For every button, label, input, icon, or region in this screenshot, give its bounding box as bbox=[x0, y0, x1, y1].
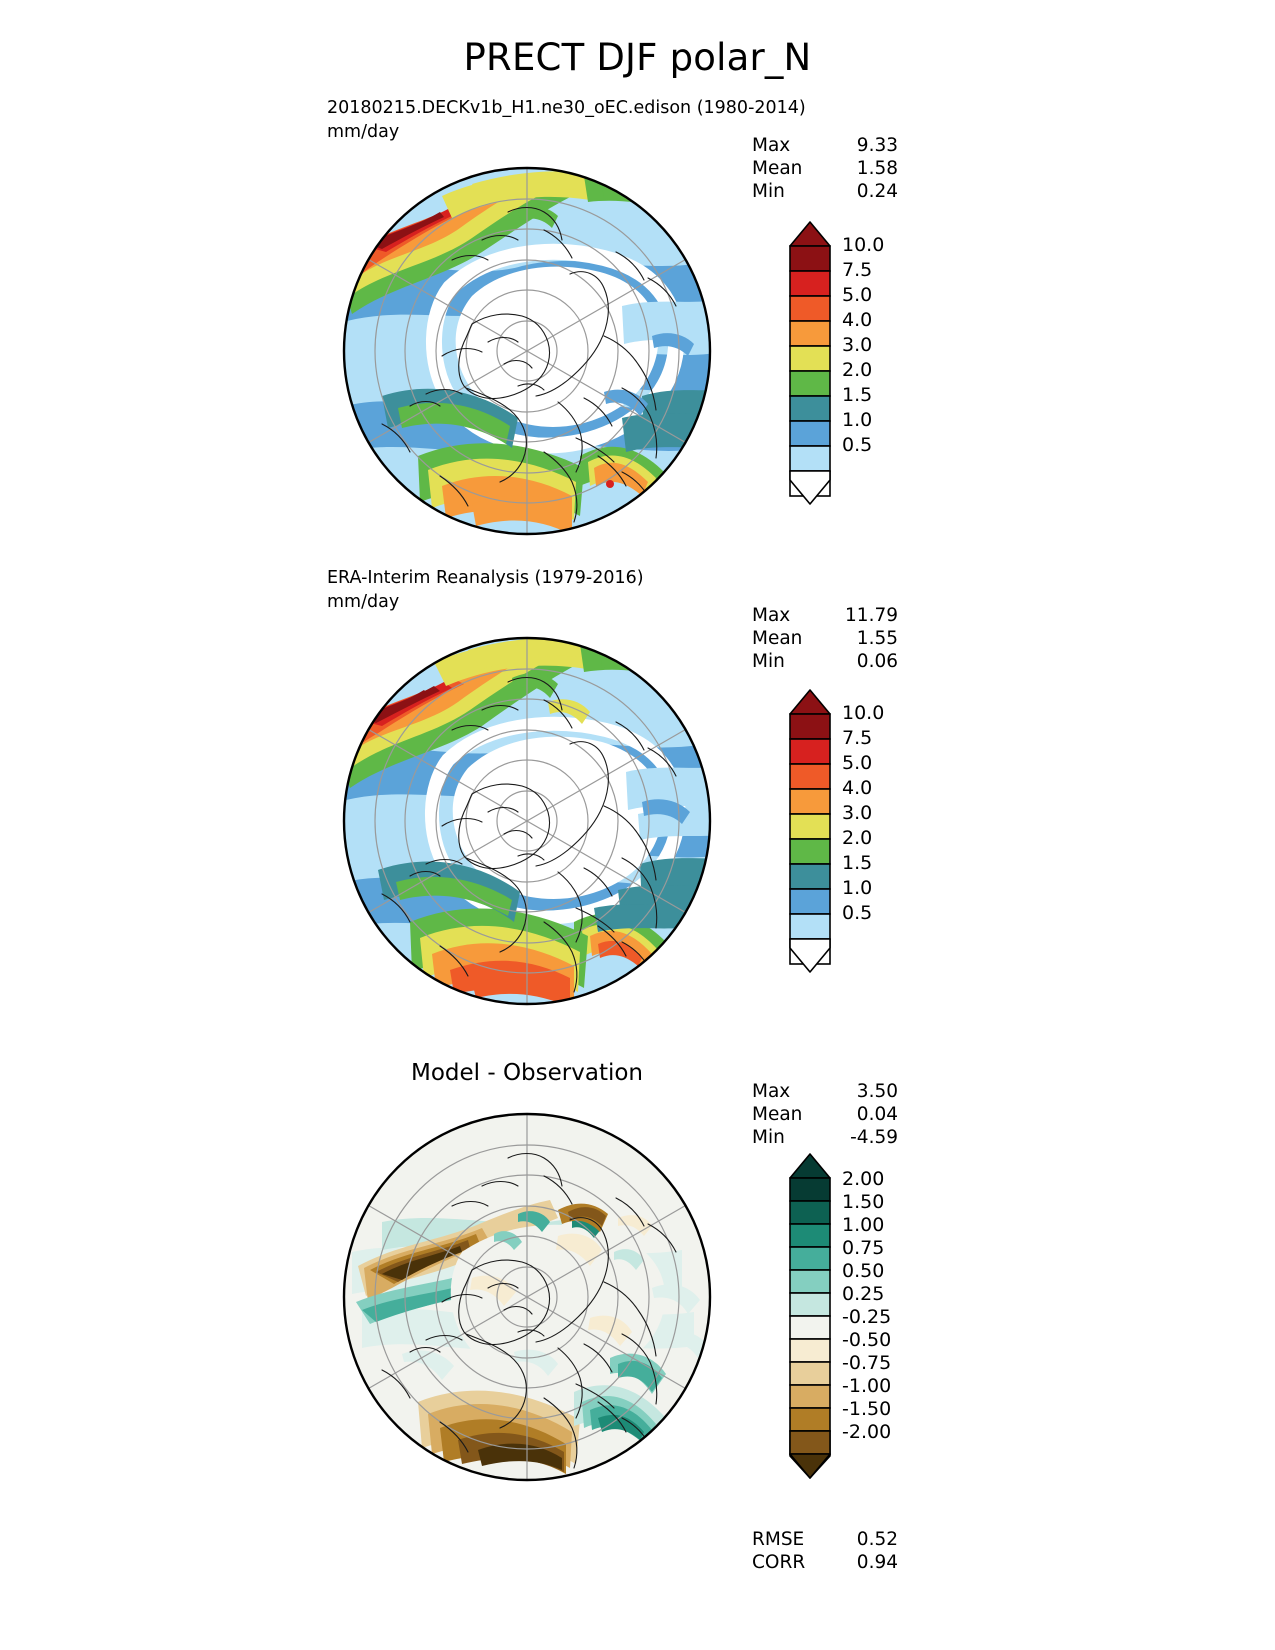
stat-row: CORR 0.94 bbox=[752, 1551, 898, 1574]
cbar-tick: 7.5 bbox=[842, 727, 873, 749]
stat-value: -4.59 bbox=[850, 1127, 898, 1148]
cbar-tick: 4.0 bbox=[842, 777, 873, 799]
polar-map-observation bbox=[322, 626, 742, 1026]
colorbar-svg-observation bbox=[789, 689, 831, 973]
polar-map-model bbox=[322, 156, 742, 556]
cbar-tick: 0.50 bbox=[842, 1260, 885, 1282]
graticule-difference bbox=[368, 1114, 686, 1480]
colorbar-bands bbox=[789, 221, 831, 505]
polar-map-svg-model bbox=[342, 166, 712, 536]
cbar-tick: 5.0 bbox=[842, 284, 873, 306]
stats-difference: Max 3.50 Mean 0.04 Min -4.59 bbox=[752, 1080, 898, 1149]
stat-row: RMSE 0.52 bbox=[752, 1528, 898, 1551]
stat-value: 0.94 bbox=[856, 1552, 898, 1573]
coastlines-observation bbox=[381, 676, 677, 993]
stat-value: 9.33 bbox=[856, 135, 898, 156]
cbar-tick: 1.0 bbox=[842, 877, 873, 899]
stat-row: Mean 1.58 bbox=[752, 157, 898, 180]
cbar-tick: 0.75 bbox=[842, 1237, 885, 1259]
stat-value: 11.79 bbox=[845, 605, 898, 626]
stat-row: Max 3.50 bbox=[752, 1080, 898, 1103]
cbar-tick: 1.5 bbox=[842, 852, 873, 874]
cbar-tick: 0.5 bbox=[842, 902, 873, 924]
colorbar-bands bbox=[789, 689, 831, 973]
stat-label: CORR bbox=[752, 1552, 806, 1573]
polar-map-svg-difference bbox=[342, 1112, 712, 1482]
cbar-tick: 0.5 bbox=[842, 434, 873, 456]
stat-label: Max bbox=[752, 1081, 791, 1102]
contour-fill-model bbox=[344, 168, 710, 534]
stat-row: Max 9.33 bbox=[752, 134, 898, 157]
graticule-observation bbox=[368, 638, 686, 1004]
panel-title-difference: Model - Observation bbox=[410, 1060, 644, 1086]
stats-observation: Max 11.79 Mean 1.55 Min 0.06 bbox=[752, 604, 898, 673]
stat-value: 1.58 bbox=[856, 158, 898, 179]
panel-title-model: 20180215.DECKv1b_H1.ne30_oEC.edison (198… bbox=[327, 98, 806, 118]
stat-label: Mean bbox=[752, 158, 803, 179]
stat-label: Max bbox=[752, 605, 791, 626]
stats-model: Max 9.33 Mean 1.58 Min 0.24 bbox=[752, 134, 898, 203]
colorbar-svg-difference bbox=[789, 1153, 831, 1479]
stat-label: Max bbox=[752, 135, 791, 156]
cbar-tick: -0.50 bbox=[842, 1329, 892, 1351]
stat-row: Min -4.59 bbox=[752, 1126, 898, 1149]
colorbar-difference: 2.00 1.50 1.00 0.75 0.50 0.25 -0.25 -0.5… bbox=[786, 1150, 891, 1480]
cbar-tick: -1.50 bbox=[842, 1398, 892, 1420]
cbar-tick: 1.0 bbox=[842, 409, 873, 431]
stat-value: 0.04 bbox=[856, 1104, 898, 1125]
stat-label: Min bbox=[752, 1127, 785, 1148]
panel-units-observation: mm/day bbox=[327, 592, 400, 612]
colorbar-svg-model bbox=[789, 221, 831, 505]
stat-row: Mean 0.04 bbox=[752, 1103, 898, 1126]
cbar-tick: 1.50 bbox=[842, 1191, 885, 1213]
stat-row: Mean 1.55 bbox=[752, 627, 898, 650]
cbar-tick: 3.0 bbox=[842, 334, 873, 356]
footer-stats-difference: RMSE 0.52 CORR 0.94 bbox=[752, 1528, 898, 1574]
cbar-tick: -0.75 bbox=[842, 1352, 892, 1374]
stat-label: Mean bbox=[752, 628, 803, 649]
stat-value: 0.06 bbox=[856, 651, 898, 672]
cbar-tick: 1.5 bbox=[842, 384, 873, 406]
cbar-tick: 2.0 bbox=[842, 359, 873, 381]
colorbar-bands bbox=[789, 1153, 831, 1479]
cbar-tick: -1.00 bbox=[842, 1375, 892, 1397]
polar-map-svg-observation bbox=[342, 636, 712, 1006]
stat-label: Min bbox=[752, 651, 785, 672]
graticule-model bbox=[368, 168, 686, 534]
cbar-tick: 10.0 bbox=[842, 234, 885, 256]
cbar-tick: 2.00 bbox=[842, 1168, 885, 1190]
stat-row: Max 11.79 bbox=[752, 604, 898, 627]
stat-row: Min 0.24 bbox=[752, 180, 898, 203]
stat-value: 1.55 bbox=[856, 628, 898, 649]
panel-units-model: mm/day bbox=[327, 122, 400, 142]
cbar-tick: 3.0 bbox=[842, 802, 873, 824]
colorbar-model: 10.0 7.5 5.0 4.0 3.0 2.0 1.5 1.0 0.5 bbox=[786, 218, 884, 508]
stat-value: 0.52 bbox=[856, 1529, 898, 1550]
cbar-tick: 1.00 bbox=[842, 1214, 885, 1236]
stat-value: 3.50 bbox=[856, 1081, 898, 1102]
stat-label: RMSE bbox=[752, 1529, 805, 1550]
cbar-tick: 7.5 bbox=[842, 259, 873, 281]
cbar-tick: 2.0 bbox=[842, 827, 873, 849]
cbar-tick: 0.25 bbox=[842, 1283, 885, 1305]
stat-label: Min bbox=[752, 181, 785, 202]
cbar-tick: 5.0 bbox=[842, 752, 873, 774]
stat-value: 0.24 bbox=[856, 181, 898, 202]
coastlines-model bbox=[381, 206, 677, 523]
coastlines-difference bbox=[381, 1152, 677, 1469]
cbar-tick: 10.0 bbox=[842, 702, 885, 724]
stat-row: Min 0.06 bbox=[752, 650, 898, 673]
cbar-tick: 4.0 bbox=[842, 309, 873, 331]
stat-label: Mean bbox=[752, 1104, 803, 1125]
polar-map-difference bbox=[322, 1102, 742, 1502]
cbar-tick: -2.00 bbox=[842, 1421, 892, 1443]
panel-title-observation: ERA-Interim Reanalysis (1979-2016) bbox=[327, 568, 644, 588]
colorbar-observation: 10.0 7.5 5.0 4.0 3.0 2.0 1.5 1.0 0.5 bbox=[786, 686, 884, 976]
cbar-tick: -0.25 bbox=[842, 1306, 892, 1328]
page-title: PRECT DJF polar_N bbox=[463, 36, 812, 79]
